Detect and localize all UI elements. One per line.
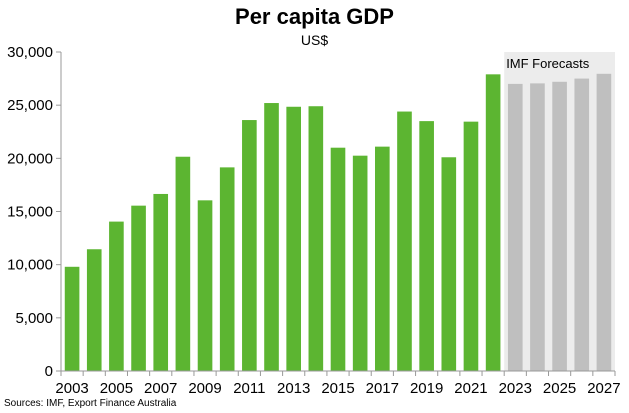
bar-2023 (507, 83, 523, 372)
bar-2015 (330, 147, 346, 371)
bar-2004 (86, 249, 102, 371)
bar-2019 (419, 121, 434, 371)
x-tick-label: 2027 (587, 380, 620, 397)
y-tick-label: 30,000 (7, 44, 53, 61)
bar-2010 (219, 167, 235, 371)
bar-2017 (375, 146, 390, 371)
bar-2025 (552, 81, 567, 372)
x-tick-label: 2003 (55, 380, 88, 397)
x-tick-label: 2021 (454, 380, 487, 397)
y-tick-label: 10,000 (7, 257, 53, 274)
bar-2020 (441, 157, 457, 371)
bar-2014 (308, 106, 324, 371)
x-tick-label: 2015 (321, 380, 354, 397)
bar-2003 (64, 266, 80, 371)
bar-2024 (530, 83, 545, 371)
x-tick-label: 2025 (543, 380, 576, 397)
y-tick-label: 20,000 (7, 150, 53, 167)
forecast-label: IMF Forecasts (506, 56, 590, 71)
x-tick-label: 2013 (277, 380, 310, 397)
chart-source: Sources: IMF, Export Finance Australia (4, 398, 177, 409)
y-tick-label: 15,000 (7, 204, 53, 221)
bar-2027 (596, 73, 612, 371)
bar-2018 (397, 111, 412, 372)
bar-2006 (131, 205, 146, 371)
x-tick-label: 2011 (233, 380, 265, 397)
x-tick-label: 2017 (366, 380, 399, 397)
bar-2021 (463, 121, 479, 371)
bar-2009 (197, 200, 213, 371)
x-tick-label: 2023 (499, 380, 532, 397)
chart-subtitle: US$ (300, 32, 329, 48)
chart-title: Per capita GDP (235, 4, 394, 29)
bar-2016 (352, 155, 368, 371)
bar-2012 (264, 103, 279, 371)
bar-2022 (485, 74, 501, 371)
bar-2008 (175, 156, 191, 371)
x-tick-label: 2007 (144, 380, 177, 397)
bar-2005 (109, 221, 124, 371)
bar-2007 (153, 193, 169, 371)
x-tick-label: 2019 (410, 380, 443, 397)
y-tick-label: 5,000 (15, 310, 53, 327)
bar-2011 (242, 120, 257, 371)
bar-2013 (286, 106, 301, 372)
bar-2026 (574, 78, 590, 371)
x-tick-label: 2005 (100, 380, 133, 397)
y-tick-label: 0 (45, 363, 53, 380)
y-tick-label: 25,000 (7, 97, 53, 114)
x-tick-label: 2009 (188, 380, 221, 397)
